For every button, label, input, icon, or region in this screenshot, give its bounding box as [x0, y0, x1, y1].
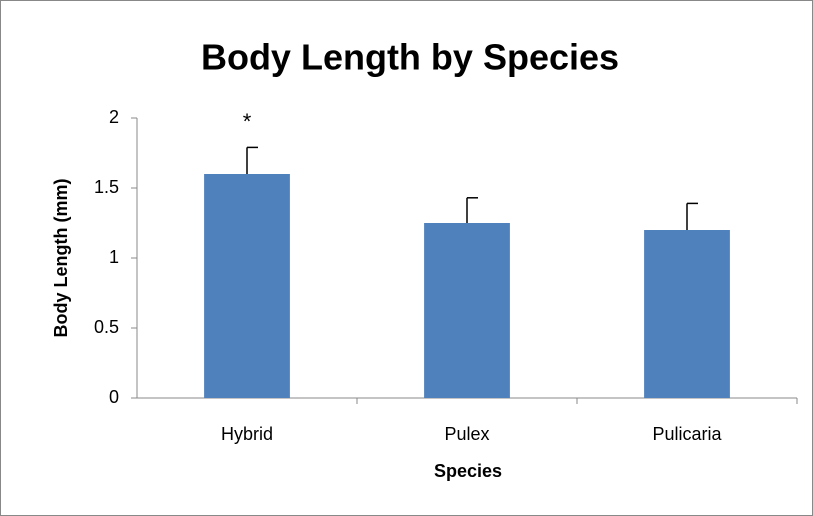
- y-tick-label: 1.5: [94, 177, 119, 197]
- bar: [204, 174, 290, 398]
- y-tick-label: 1: [109, 247, 119, 267]
- error-bar: [246, 146, 258, 174]
- bar: [424, 223, 510, 398]
- y-tick-label: 2: [109, 107, 119, 127]
- chart-title: Body Length by Species: [201, 37, 619, 78]
- x-tick-label: Pulicaria: [652, 424, 722, 444]
- error-bar: [686, 202, 698, 230]
- error-bar: [466, 197, 478, 223]
- y-axis-label: Body Length (mm): [51, 179, 71, 338]
- x-axis-label: Species: [434, 461, 502, 481]
- x-tick-label: Hybrid: [221, 424, 273, 444]
- annotation: *: [243, 109, 252, 134]
- y-tick-label: 0.5: [94, 317, 119, 337]
- bar: [644, 230, 730, 398]
- x-tick-label: Pulex: [444, 424, 489, 444]
- y-tick-label: 0: [109, 387, 119, 407]
